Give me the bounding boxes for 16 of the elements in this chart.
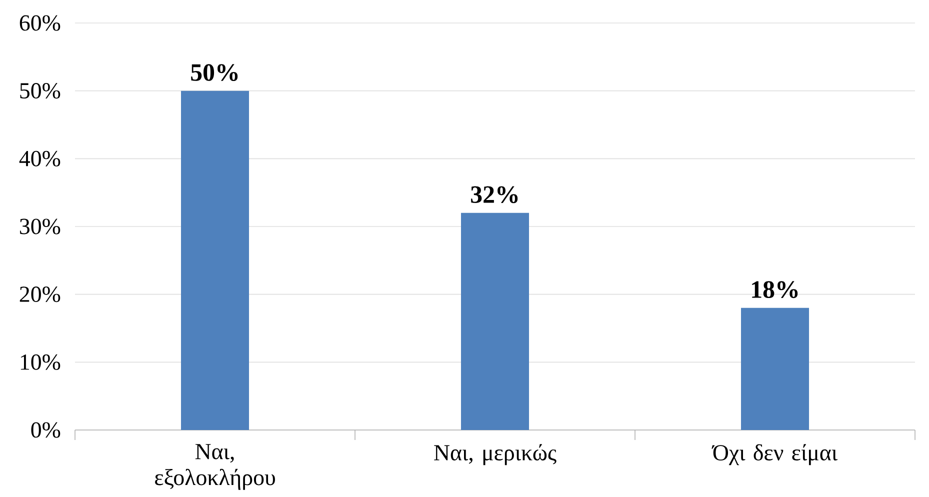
y-tick-label: 20% — [20, 286, 60, 302]
y-tick-label: 30% — [20, 218, 60, 234]
data-label: 18% — [752, 281, 798, 298]
data-label: 50% — [191, 64, 238, 81]
bar — [741, 308, 810, 430]
x-tick-label: Ναι, μερικώς — [434, 444, 556, 466]
y-tick-label: 50% — [20, 83, 60, 99]
data-label: 32% — [471, 186, 518, 204]
y-tick-label: 40% — [19, 150, 60, 166]
x-tick-label: Ναι, εξολοκλήρου — [155, 444, 275, 490]
bar — [461, 212, 530, 430]
y-tick-label: 10% — [20, 354, 60, 370]
x-tick-label: Όχι δεν είμαι — [712, 444, 838, 466]
y-tick-label: 0% — [31, 422, 60, 438]
bar — [181, 90, 249, 430]
y-tick-label: 60% — [20, 15, 60, 31]
